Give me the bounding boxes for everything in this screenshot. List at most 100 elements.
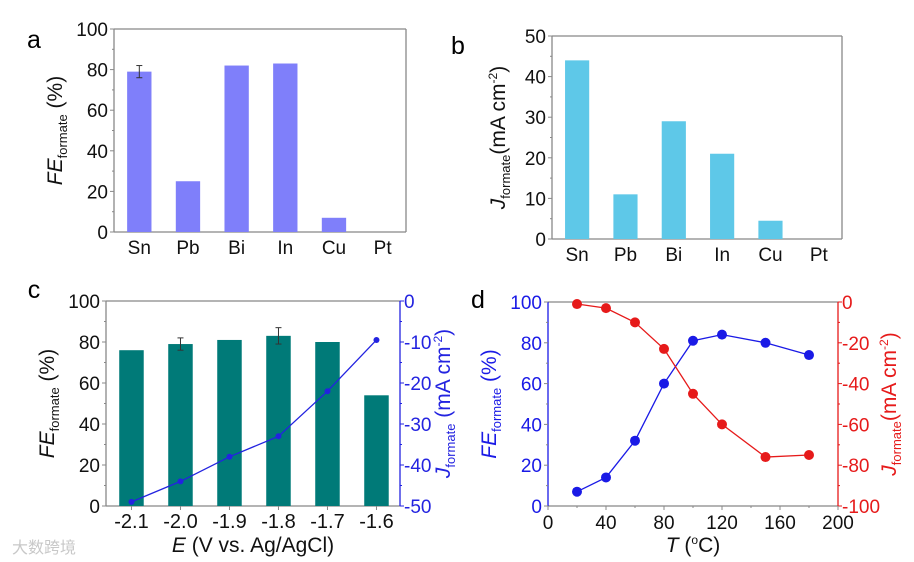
data-point [275,433,282,440]
x-tick-label: 120 [706,513,738,534]
data-point [804,350,814,361]
y-tick-label: 50 [525,27,546,48]
axis-label-superscript: -2 [486,72,500,83]
y-tick-label: 40 [525,68,546,89]
y-tick-label: 20 [521,456,542,477]
y-tick-label: 0 [97,223,108,244]
watermark: 大数跨境 [12,538,76,557]
y2-tick-label: -30 [404,415,431,436]
y-axis-label: FEformate (%) [44,76,70,185]
data-point [688,335,698,346]
y-tick-label: 80 [87,61,108,82]
axis-label-close: ) [432,329,455,336]
panel-b: b 0 10 20 30 40 50 Jformate(mA cm-2) Sn Pb Bi In Cu P… [451,27,843,266]
y-tick-label: 0 [531,497,542,518]
x-tick-label: -2.0 [163,511,197,533]
bar-In [710,153,735,239]
bar-In [273,63,298,233]
y-tick-label: 0 [535,230,546,251]
data-point [659,343,669,354]
bar-Sn [127,71,152,232]
panel-letter: b [451,32,465,60]
data-point [226,453,233,460]
axis-label-unit: (%) [478,349,501,388]
y2-tick-label: 0 [842,293,853,314]
bar-Bi [661,121,686,239]
y-tick-label: 100 [68,292,100,313]
x-axis-label: T (oC) [666,533,721,557]
axis-label-close: C) [698,534,720,557]
x-tick-label: Pt [810,245,829,266]
axis-label-close: ) [878,332,901,339]
y-tick-label: 80 [521,334,542,355]
y-tick-label: 0 [89,497,100,518]
axis-label-superscript: o [691,533,698,547]
data-point [373,336,380,343]
axis-label-unit: (mA cm [487,83,510,154]
y2-axis-label: Jformate(mA cm-2) [877,332,904,476]
axis-label-symbol: J [878,465,901,477]
line-series-fe-formate [576,333,810,493]
axis-label-symbol: FE [478,431,501,459]
y-axis-label: FEformate (%) [478,349,504,458]
axis-label-superscript: -2 [431,336,445,347]
data-point [601,472,611,483]
axis-label-close: ) [487,66,510,73]
bar--1.8 [266,335,291,506]
y2-tick-label: 0 [404,292,415,313]
y-tick-label: 40 [79,415,100,436]
axis-label-unit: (%) [44,76,67,115]
y-tick-label: 20 [79,456,100,477]
x-tick-label: -1.7 [310,511,344,533]
y2-tick-label: -100 [842,497,880,518]
axis-label-text: (V vs. Ag/AgCl) [186,534,334,557]
x-tick-label: In [277,238,293,259]
axis-label-unit: (mA cm [878,350,901,421]
x-tick-label: Bi [665,245,682,266]
axis-label-superscript: -2 [877,339,891,350]
y-tick-label: 30 [525,108,546,129]
axis-label-subscript: formate [489,388,504,432]
data-point [601,303,611,314]
y-tick-label: 40 [87,142,108,163]
bar--1.6 [364,395,389,506]
x-tick-label: Bi [228,238,245,259]
data-point [572,299,582,310]
data-point [804,450,814,460]
data-point [659,378,669,389]
data-point [760,452,771,463]
x-tick-label: Sn [128,238,151,259]
y-tick-label: 60 [79,374,100,395]
x-tick-label: 40 [595,513,616,534]
x-tick-label: In [714,245,730,266]
panel-letter: d [471,286,485,314]
bar-Bi [224,65,249,232]
x-tick-label: -1.9 [212,511,246,533]
y-tick-label: 100 [76,20,108,41]
data-point [177,478,184,485]
x-tick-label: -1.8 [261,511,295,533]
data-point [717,329,727,340]
bar--2.1 [119,350,144,506]
axis-label-symbol: J [487,198,510,210]
x-tick-label: 0 [543,513,554,534]
data-point [572,486,582,497]
axis-label-symbol: E [172,534,187,557]
axis-label-unit: (%) [36,349,59,388]
axis-label-symbol: T [666,534,681,557]
bar-Pb [175,181,201,232]
data-point [688,388,698,399]
y2-tick-label: -80 [842,456,869,477]
y-tick-label: 10 [525,189,546,210]
x-tick-label: Pt [374,238,393,259]
bar--1.9 [217,339,242,506]
y2-tick-label: -20 [842,334,869,355]
data-point [717,419,727,430]
x-tick-label: 80 [653,513,674,534]
bar-Sn [565,60,590,239]
y-tick-label: 40 [521,415,542,436]
line-series-j-formate [131,339,377,503]
x-axis-label: E (V vs. Ag/AgCl) [172,534,334,557]
